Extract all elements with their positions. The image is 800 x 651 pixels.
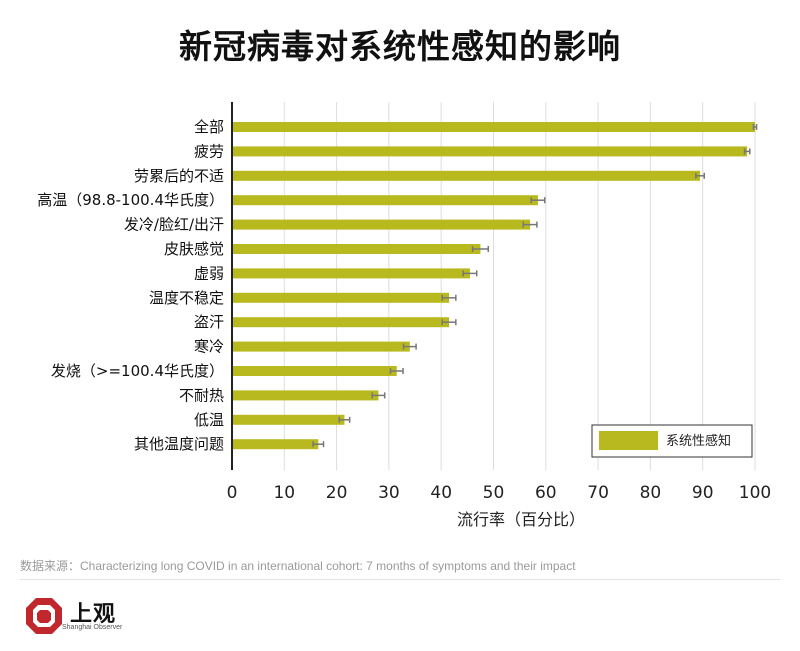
x-tick-label: 80 xyxy=(640,483,662,503)
category-label: 发冷/脸红/出汗 xyxy=(124,216,224,234)
category-label: 劳累后的不适 xyxy=(134,167,224,185)
x-axis-label: 流行率（百分比） xyxy=(457,510,585,529)
category-label: 全部 xyxy=(194,118,224,136)
category-label: 盗汗 xyxy=(194,313,224,331)
x-tick-label: 20 xyxy=(326,483,348,503)
bar xyxy=(232,122,755,132)
category-label: 温度不稳定 xyxy=(149,289,224,307)
divider xyxy=(20,579,780,580)
legend-swatch xyxy=(599,431,658,450)
bar xyxy=(232,341,410,352)
shanghai-observer-logo-icon xyxy=(26,598,62,634)
category-label: 寒冷 xyxy=(194,338,224,356)
bar xyxy=(232,244,481,254)
x-tick-label: 60 xyxy=(535,483,557,503)
bar xyxy=(232,146,748,157)
logo-subtitle: Shanghai Observer xyxy=(62,624,123,631)
x-tick-label: 0 xyxy=(227,483,238,503)
category-label: 低温 xyxy=(194,411,224,429)
category-label: 虚弱 xyxy=(194,264,224,282)
category-label: 不耐热 xyxy=(179,386,224,404)
x-tick-label: 10 xyxy=(273,483,295,503)
bar xyxy=(232,439,319,450)
category-label: 其他温度问题 xyxy=(134,435,224,453)
grid-lines xyxy=(283,102,756,470)
x-tick-label: 40 xyxy=(430,483,452,503)
category-label: 发烧（>=100.4华氏度） xyxy=(51,362,224,380)
x-tick-label: 90 xyxy=(692,483,714,503)
category-label: 皮肤感觉 xyxy=(164,240,224,258)
category-label: 疲劳 xyxy=(194,142,224,160)
bar xyxy=(232,195,538,206)
bar xyxy=(232,170,701,181)
bar xyxy=(232,414,345,425)
bar xyxy=(232,268,470,279)
x-tick-label: 50 xyxy=(483,483,505,503)
source-note: 数据来源：Characterizing long COVID in an int… xyxy=(20,559,576,573)
x-tick-labels: 0 10 20 30 40 50 60 70 80 90 100 xyxy=(227,483,772,503)
bar xyxy=(232,317,450,328)
bar xyxy=(232,219,531,230)
x-tick-label: 100 xyxy=(739,483,771,503)
logo-name: 上观 xyxy=(70,602,117,627)
chart-title: 新冠病毒对系统性感知的影响 xyxy=(179,27,621,66)
bar xyxy=(232,390,379,401)
bar xyxy=(232,366,397,376)
legend-label: 系统性感知 xyxy=(666,433,731,449)
bars xyxy=(232,122,758,450)
bar xyxy=(232,292,450,303)
legend: 系统性感知 xyxy=(591,424,753,458)
x-tick-label: 70 xyxy=(587,483,609,503)
category-label: 高温（98.8-100.4华氏度） xyxy=(37,191,224,209)
x-tick-label: 30 xyxy=(378,483,400,503)
